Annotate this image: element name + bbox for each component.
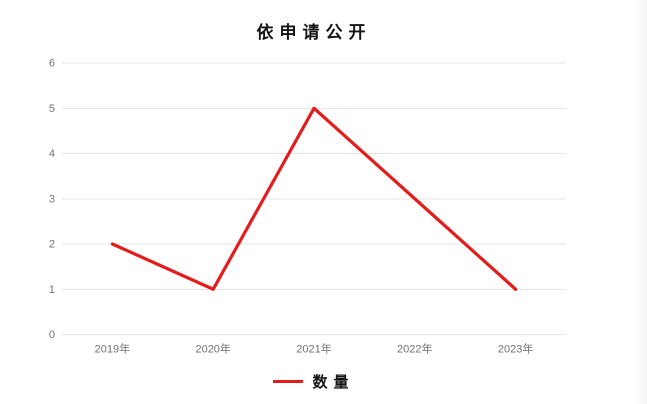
legend: 数量 bbox=[62, 371, 566, 391]
y-tick-label: 0 bbox=[49, 329, 55, 341]
y-tick-label: 6 bbox=[49, 58, 55, 70]
x-tick-label: 2020年 bbox=[195, 342, 230, 356]
x-tick-label: 2019年 bbox=[95, 342, 130, 356]
y-tick-label: 2 bbox=[49, 239, 55, 251]
y-tick-label: 5 bbox=[49, 103, 55, 115]
data-line bbox=[110, 106, 518, 291]
x-tick-label: 2022年 bbox=[397, 342, 432, 356]
x-tick-label: 2023年 bbox=[498, 342, 533, 356]
legend-line-swatch bbox=[273, 379, 304, 383]
y-tick-label: 3 bbox=[49, 193, 55, 205]
chart-title: 依申请公开 bbox=[256, 23, 372, 42]
y-tick-label: 4 bbox=[49, 148, 55, 160]
x-tick-label: 2021年 bbox=[296, 342, 331, 356]
y-tick-label: 1 bbox=[49, 284, 55, 296]
legend-label: 数量 bbox=[312, 374, 355, 391]
